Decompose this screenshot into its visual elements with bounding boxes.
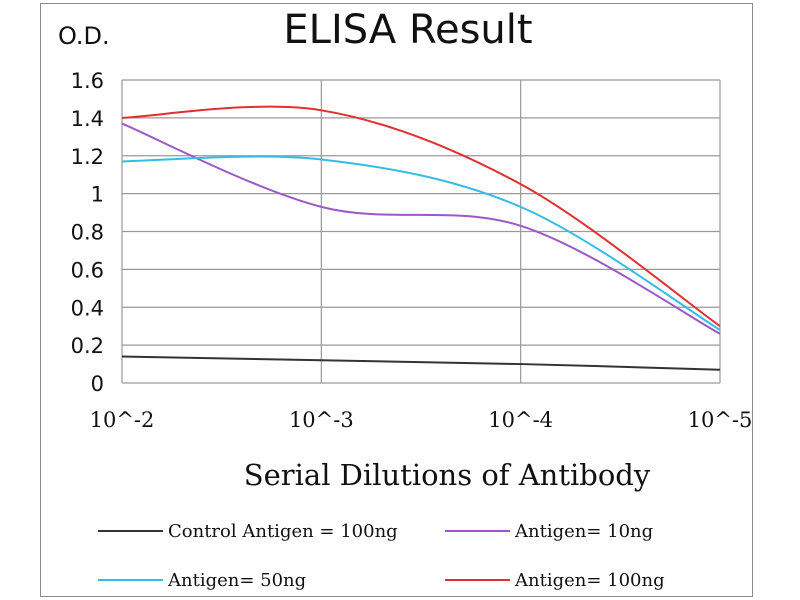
legend-label: Antigen= 100ng <box>514 570 665 591</box>
chart-frame <box>40 3 753 597</box>
y-tick-label: 0 <box>91 372 104 396</box>
x-tick-labels: 10^-2 10^-3 10^-4 10^-5 <box>90 408 753 432</box>
legend-label: Control Antigen = 100ng <box>168 521 398 542</box>
x-tick-label: 10^-4 <box>488 408 553 432</box>
legend-label: Antigen= 50ng <box>167 570 306 591</box>
legend-label: Antigen= 10ng <box>514 521 653 542</box>
y-tick-label: 0.6 <box>71 258 104 282</box>
x-axis-label: Serial Dilutions of Antibody <box>244 458 651 492</box>
y-tick-label: 0.4 <box>71 296 104 320</box>
y-axis-label: O.D. <box>58 22 110 50</box>
y-tick-label: 1.4 <box>71 107 104 131</box>
y-tick-label: 1.2 <box>71 145 104 169</box>
y-tick-label: 1.6 <box>71 69 104 93</box>
x-tick-label: 10^-2 <box>90 408 155 432</box>
series-line <box>121 355 721 371</box>
series-line <box>121 122 721 335</box>
legend: Control Antigen = 100ng Antigen= 10ng Anti… <box>98 521 665 591</box>
grid-lines <box>121 79 721 384</box>
x-tick-label: 10^-3 <box>289 408 354 432</box>
series-line <box>121 155 721 331</box>
chart-title: ELISA Result <box>283 7 532 53</box>
x-tick-label: 10^-5 <box>688 408 753 432</box>
y-tick-labels: 0 0.2 0.4 0.6 0.8 1 1.2 1.4 1.6 <box>71 69 104 396</box>
y-tick-label: 1 <box>91 183 104 207</box>
series-lines <box>121 105 721 371</box>
y-tick-label: 0.2 <box>71 334 104 358</box>
series-line <box>121 105 721 328</box>
y-tick-label: 0.8 <box>71 221 104 245</box>
